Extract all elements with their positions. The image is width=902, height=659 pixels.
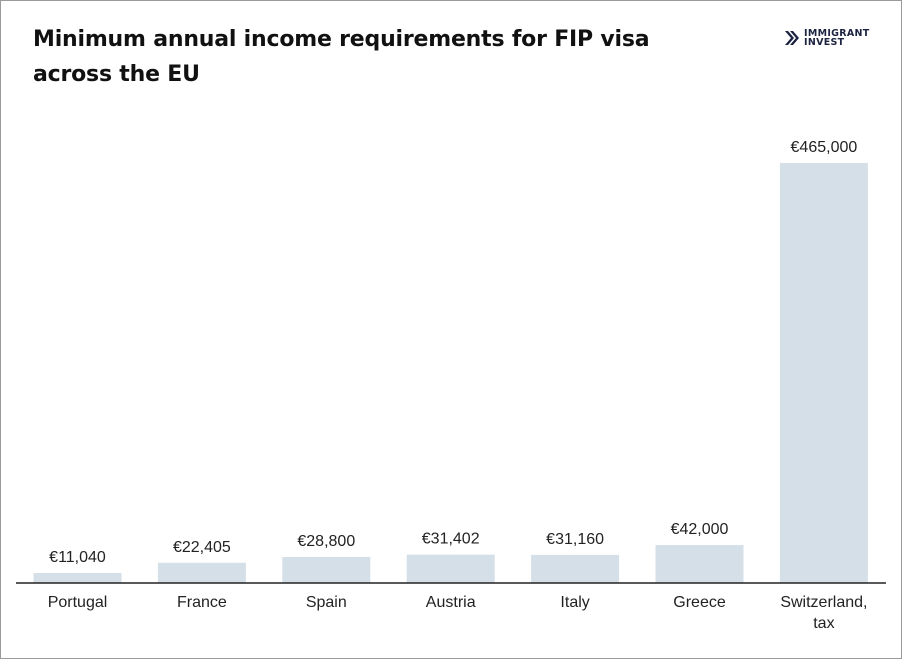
bar-value-label: €22,405 [173, 539, 231, 556]
bar [779, 163, 868, 583]
logo-line-2: INVEST [804, 37, 845, 48]
category-label: Switzerland, [780, 594, 867, 611]
bar-value-label: €465,000 [791, 139, 858, 156]
chart-title-line-2: across the EU [33, 62, 200, 87]
bar [531, 554, 620, 583]
bar [33, 573, 122, 583]
immigrant-invest-logo: IMMIGRANT INVEST [784, 28, 870, 48]
bar-value-label: €28,800 [297, 533, 355, 550]
bar [406, 554, 495, 583]
chart-title: Minimum annual income requirements for F… [33, 22, 673, 92]
category-label: Portugal [48, 594, 108, 611]
category-label: Spain [306, 594, 347, 611]
chart-title-line-1: Minimum annual income requirements for F… [33, 27, 650, 52]
immigrant-invest-logo-icon [785, 31, 799, 45]
bar-value-label: €11,040 [49, 549, 106, 566]
bar [282, 556, 371, 583]
bar-value-label: €31,402 [422, 531, 480, 548]
category-label: Austria [426, 594, 476, 611]
category-label: tax [813, 615, 834, 632]
logo-line-1: IMMIGRANT [804, 28, 870, 39]
bar [655, 545, 744, 583]
category-label: France [177, 594, 227, 611]
bar-value-label: €31,160 [546, 531, 604, 548]
bar [157, 562, 246, 583]
category-label: Greece [673, 594, 726, 611]
category-label: Italy [560, 594, 589, 611]
bar-value-label: €42,000 [671, 521, 729, 538]
logo-wordmark: IMMIGRANT INVEST [804, 28, 870, 48]
